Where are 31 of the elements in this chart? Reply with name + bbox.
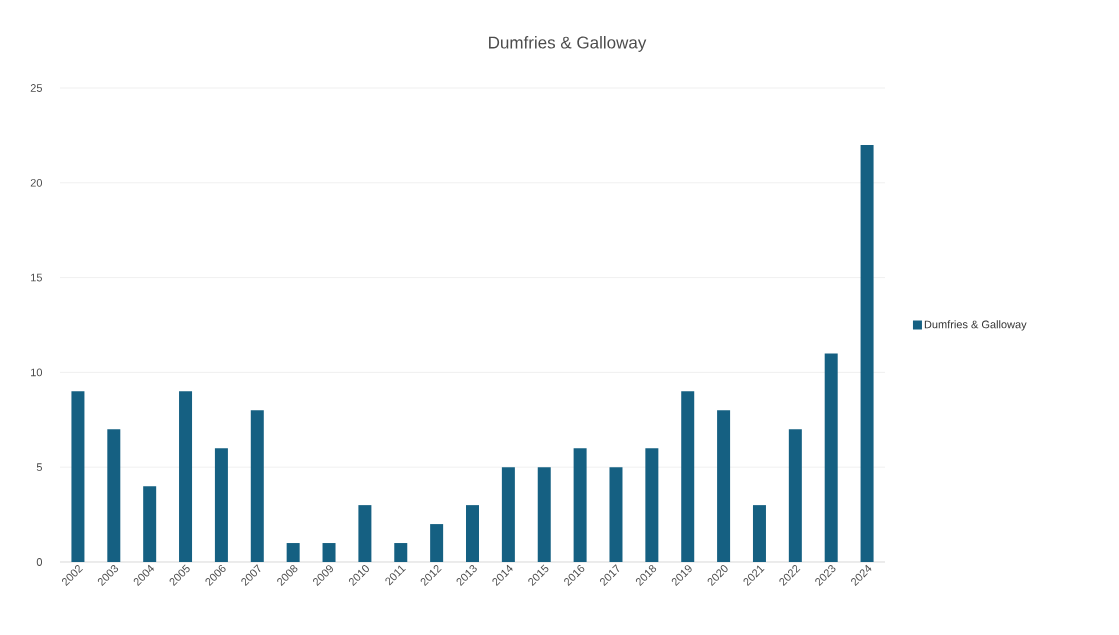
bar [358,505,372,562]
y-tick-label: 0 [36,558,43,566]
bar [143,486,157,562]
bar [430,524,444,562]
bar [394,543,408,562]
bar [645,448,659,562]
bar [752,505,766,562]
bar [860,144,874,562]
bar [681,391,695,562]
y-tick-label: 25 [30,84,42,92]
chart-title: Dumfries & Galloway [489,36,647,52]
y-tick-label: 20 [30,178,43,187]
bar [250,410,264,562]
legend-label: Dumfries & Galloway [924,320,1027,331]
bar [501,467,515,562]
bar [573,448,587,562]
bar [286,543,300,562]
bar [322,543,336,562]
bar [107,429,121,562]
bar [609,467,623,562]
y-tick-label: 5 [36,463,42,472]
bar [214,448,228,562]
y-tick-label: 15 [31,273,42,282]
bar [71,391,85,562]
bar [788,429,802,562]
bar [824,353,838,562]
bar [179,391,193,562]
bar [717,410,731,562]
bar [466,505,479,562]
y-tick-label: 10 [31,368,43,377]
bar [537,467,551,562]
